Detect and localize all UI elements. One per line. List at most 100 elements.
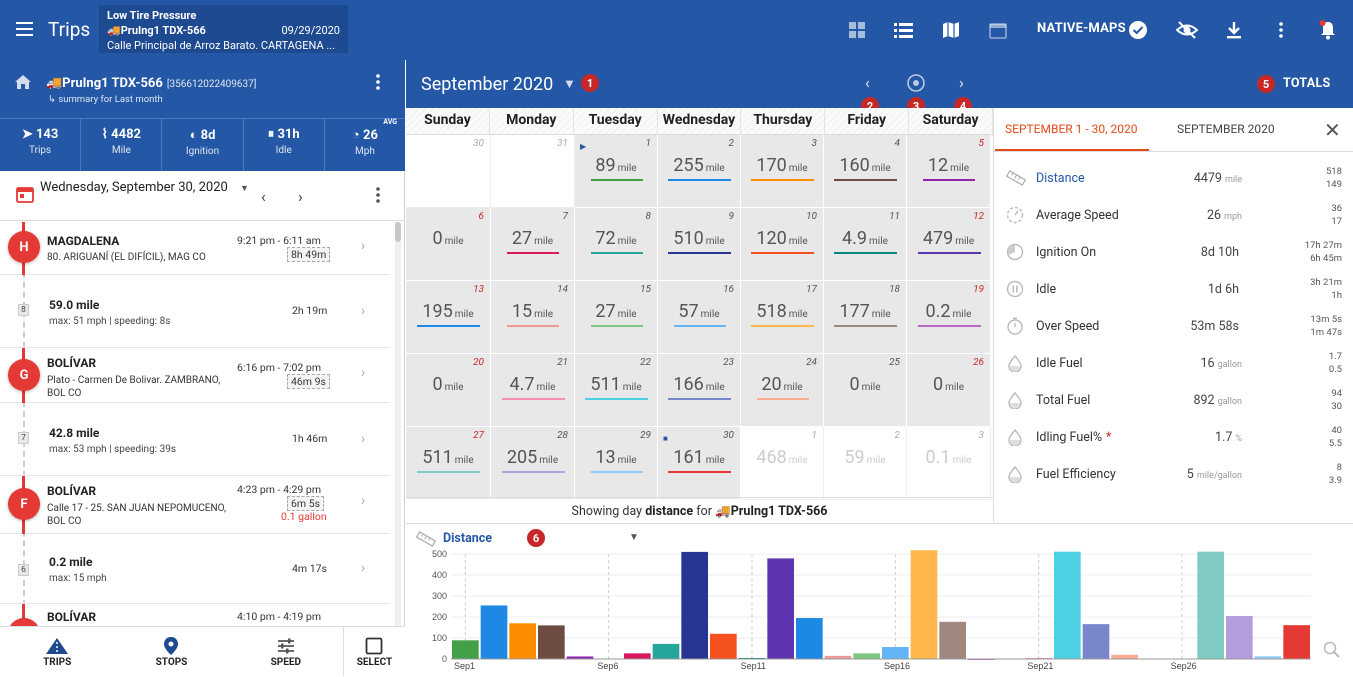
month-title[interactable]: September 2020	[421, 74, 553, 95]
chart-bar[interactable]	[653, 644, 680, 659]
totals-row[interactable]: Idling Fuel% * 1.7% 40 5.5	[994, 421, 1353, 458]
chart-bar[interactable]	[509, 623, 536, 659]
today-icon[interactable]	[906, 73, 926, 97]
calendar-day-cell[interactable]: 28 205 mile	[491, 427, 575, 500]
stop-row[interactable]: G BOLÍVAR Plato - Carmen De Bolivar. ZAM…	[0, 348, 390, 403]
chart-bar[interactable]	[1054, 552, 1081, 659]
calendar-day-cell[interactable]: 15 27 mile	[575, 281, 658, 354]
chevron-right-icon[interactable]: ›	[361, 560, 365, 576]
visibility-off-icon[interactable]	[1176, 19, 1198, 41]
chart-bar[interactable]	[1283, 625, 1310, 659]
selected-date[interactable]: Wednesday, September 30, 2020	[40, 180, 228, 195]
calendar-day-cell[interactable]: 20 0 mile	[406, 354, 491, 427]
totals-row[interactable]: Ignition On 8d 10h 17h 27m 6h 45m	[994, 236, 1353, 273]
calendar-day-cell[interactable]: 16 57 mile	[658, 281, 741, 354]
chart-bar[interactable]	[1083, 624, 1110, 659]
calendar-day-cell[interactable]: 3 170 mile	[741, 135, 824, 208]
prev-day-icon[interactable]: ‹	[261, 187, 266, 206]
calendar-day-cell[interactable]: 5 12 mile	[907, 135, 991, 208]
calendar-day-cell[interactable]: 30 ■ 161 mile	[658, 427, 741, 500]
calendar-day-cell[interactable]: 6 0 mile	[406, 208, 491, 281]
calendar-day-cell[interactable]: 7 27 mile	[491, 208, 575, 281]
map-view-icon[interactable]	[940, 19, 962, 41]
tab-month[interactable]: SEPTEMBER 2020	[1177, 122, 1275, 136]
chart-bar[interactable]	[538, 625, 565, 659]
zoom-icon[interactable]	[1323, 641, 1341, 663]
chart-bar[interactable]	[710, 634, 737, 659]
calendar-day-cell[interactable]: 22 511 mile	[575, 354, 658, 427]
chevron-right-icon[interactable]: ›	[361, 238, 365, 254]
totals-row[interactable]: Average Speed 26 mph 36 17	[994, 199, 1353, 236]
prev-month-icon[interactable]: ‹	[865, 73, 870, 92]
totals-row[interactable]: Idle Fuel 16 gallon 1.7 0.5	[994, 347, 1353, 384]
totals-row[interactable]: Total Fuel 892 gallon 94 30	[994, 384, 1353, 421]
calendar-day-cell[interactable]: 30	[406, 135, 491, 208]
chart-bar[interactable]	[452, 640, 479, 659]
trip-list-scrollbar[interactable]	[395, 222, 401, 626]
calendar-day-cell[interactable]: 11 4.9 mile	[824, 208, 907, 281]
chart-bar[interactable]	[624, 653, 651, 659]
tab-stops[interactable]: STOPS	[114, 627, 228, 676]
calendar-day-cell[interactable]: 2 255 mile	[658, 135, 741, 208]
totals-button[interactable]: TOTALS	[1283, 76, 1331, 91]
chart-bar[interactable]	[911, 550, 938, 659]
vehicle-more-icon[interactable]	[376, 74, 380, 94]
home-icon[interactable]	[14, 74, 32, 94]
chevron-right-icon[interactable]: ›	[361, 431, 365, 447]
calendar-day-cell[interactable]: 1 ▶ 89 mile	[575, 135, 658, 208]
calendar-day-cell[interactable]: 21 4.7 mile	[491, 354, 575, 427]
totals-row[interactable]: Idle 1d 6h 3h 21m 1h	[994, 273, 1353, 310]
calendar-view-icon[interactable]	[987, 19, 1009, 41]
vehicle-name[interactable]: 🚚PruIng1 TDX-566 [356612022409637]	[46, 76, 256, 91]
calendar-day-cell[interactable]: 24 20 mile	[741, 354, 824, 427]
chart-bar[interactable]	[1226, 616, 1253, 659]
chart-bar[interactable]	[681, 552, 708, 659]
calendar-day-cell[interactable]: 13 195 mile	[406, 281, 491, 354]
alert-notification[interactable]: Low Tire Pressure 🚚PruIng1 TDX-566 09/29/…	[99, 5, 348, 53]
stop-row[interactable]: H MAGDALENA 80. ARIGUANÍ (EL DIFÍCIL), M…	[0, 222, 390, 275]
chart-bar[interactable]	[481, 605, 508, 659]
list-view-icon[interactable]	[893, 19, 915, 41]
calendar-day-cell[interactable]: 1 468 mile	[741, 427, 824, 500]
chart-bar[interactable]	[882, 647, 909, 659]
calendar-day-cell[interactable]: 17 518 mile	[741, 281, 824, 354]
check-circle-icon[interactable]	[1127, 19, 1149, 41]
calendar-day-cell[interactable]: 4 160 mile	[824, 135, 907, 208]
chart-bar[interactable]	[1111, 655, 1138, 659]
calendar-icon[interactable]	[16, 185, 34, 207]
native-maps-label[interactable]: NATIVE-MAPS	[1037, 21, 1126, 36]
chevron-right-icon[interactable]: ›	[361, 365, 365, 381]
scrollbar-thumb[interactable]	[395, 222, 401, 242]
notifications-icon[interactable]	[1317, 19, 1339, 41]
tab-range[interactable]: SEPTEMBER 1 - 30, 2020	[1005, 122, 1137, 136]
calendar-day-cell[interactable]: 31	[491, 135, 575, 208]
next-month-icon[interactable]: ›	[959, 73, 964, 92]
calendar-day-cell[interactable]: 26 0 mile	[907, 354, 991, 427]
totals-row[interactable]: Fuel Efficiency 5 mile/gallon 8 3.9	[994, 458, 1353, 495]
calendar-day-cell[interactable]: 25 0 mile	[824, 354, 907, 427]
more-vert-icon[interactable]	[1270, 19, 1292, 41]
calendar-day-cell[interactable]: 10 120 mile	[741, 208, 824, 281]
calendar-day-cell[interactable]: 8 72 mile	[575, 208, 658, 281]
segment-row[interactable]: 8 59.0 mile max: 51 mph | speeding: 8s 2…	[0, 275, 390, 348]
segment-row[interactable]: 7 42.8 mile max: 53 mph | speeding: 39s …	[0, 403, 390, 476]
date-more-icon[interactable]	[376, 187, 380, 207]
calendar-day-cell[interactable]: 29 13 mile	[575, 427, 658, 500]
tab-select[interactable]: SELECT	[343, 627, 405, 676]
chevron-right-icon[interactable]: ›	[361, 493, 365, 509]
calendar-day-cell[interactable]: 14 15 mile	[491, 281, 575, 354]
chart-bar[interactable]	[767, 558, 794, 659]
month-dropdown-icon[interactable]: ▼	[563, 76, 576, 92]
tab-trips[interactable]: TRIPS	[0, 627, 114, 676]
segment-row[interactable]: 6 0.2 mile max: 15 mph 4m 17s ›	[0, 534, 390, 604]
calendar-day-cell[interactable]: 3 0.1 mile	[907, 427, 991, 500]
calendar-day-cell[interactable]: 18 177 mile	[824, 281, 907, 354]
calendar-day-cell[interactable]: 2 59 mile	[824, 427, 907, 500]
chart-bar[interactable]	[1197, 552, 1224, 659]
totals-row[interactable]: Distance 4479 mile 518 149	[994, 162, 1353, 199]
stop-row[interactable]: F BOLÍVAR Calle 17 - 25. SAN JUAN NEPOMU…	[0, 476, 390, 534]
chart-bar[interactable]	[796, 618, 823, 659]
date-dropdown-icon[interactable]: ▼	[240, 183, 249, 194]
calendar-day-cell[interactable]: 12 479 mile	[907, 208, 991, 281]
chart-bar[interactable]	[939, 622, 966, 659]
